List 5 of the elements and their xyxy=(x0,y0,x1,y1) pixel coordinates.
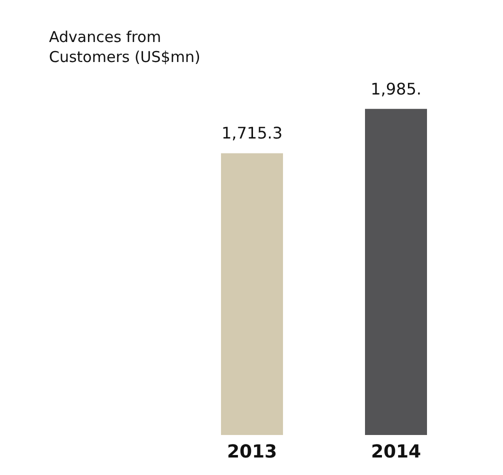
data-label: 1,715.3 xyxy=(221,124,283,143)
data-label: 1,985. xyxy=(370,79,422,98)
chart-title: Advances from Customers (US$mn) xyxy=(49,28,200,66)
x-tick-label: 2013 xyxy=(226,442,278,462)
x-tick-label: 2014 xyxy=(370,442,422,462)
